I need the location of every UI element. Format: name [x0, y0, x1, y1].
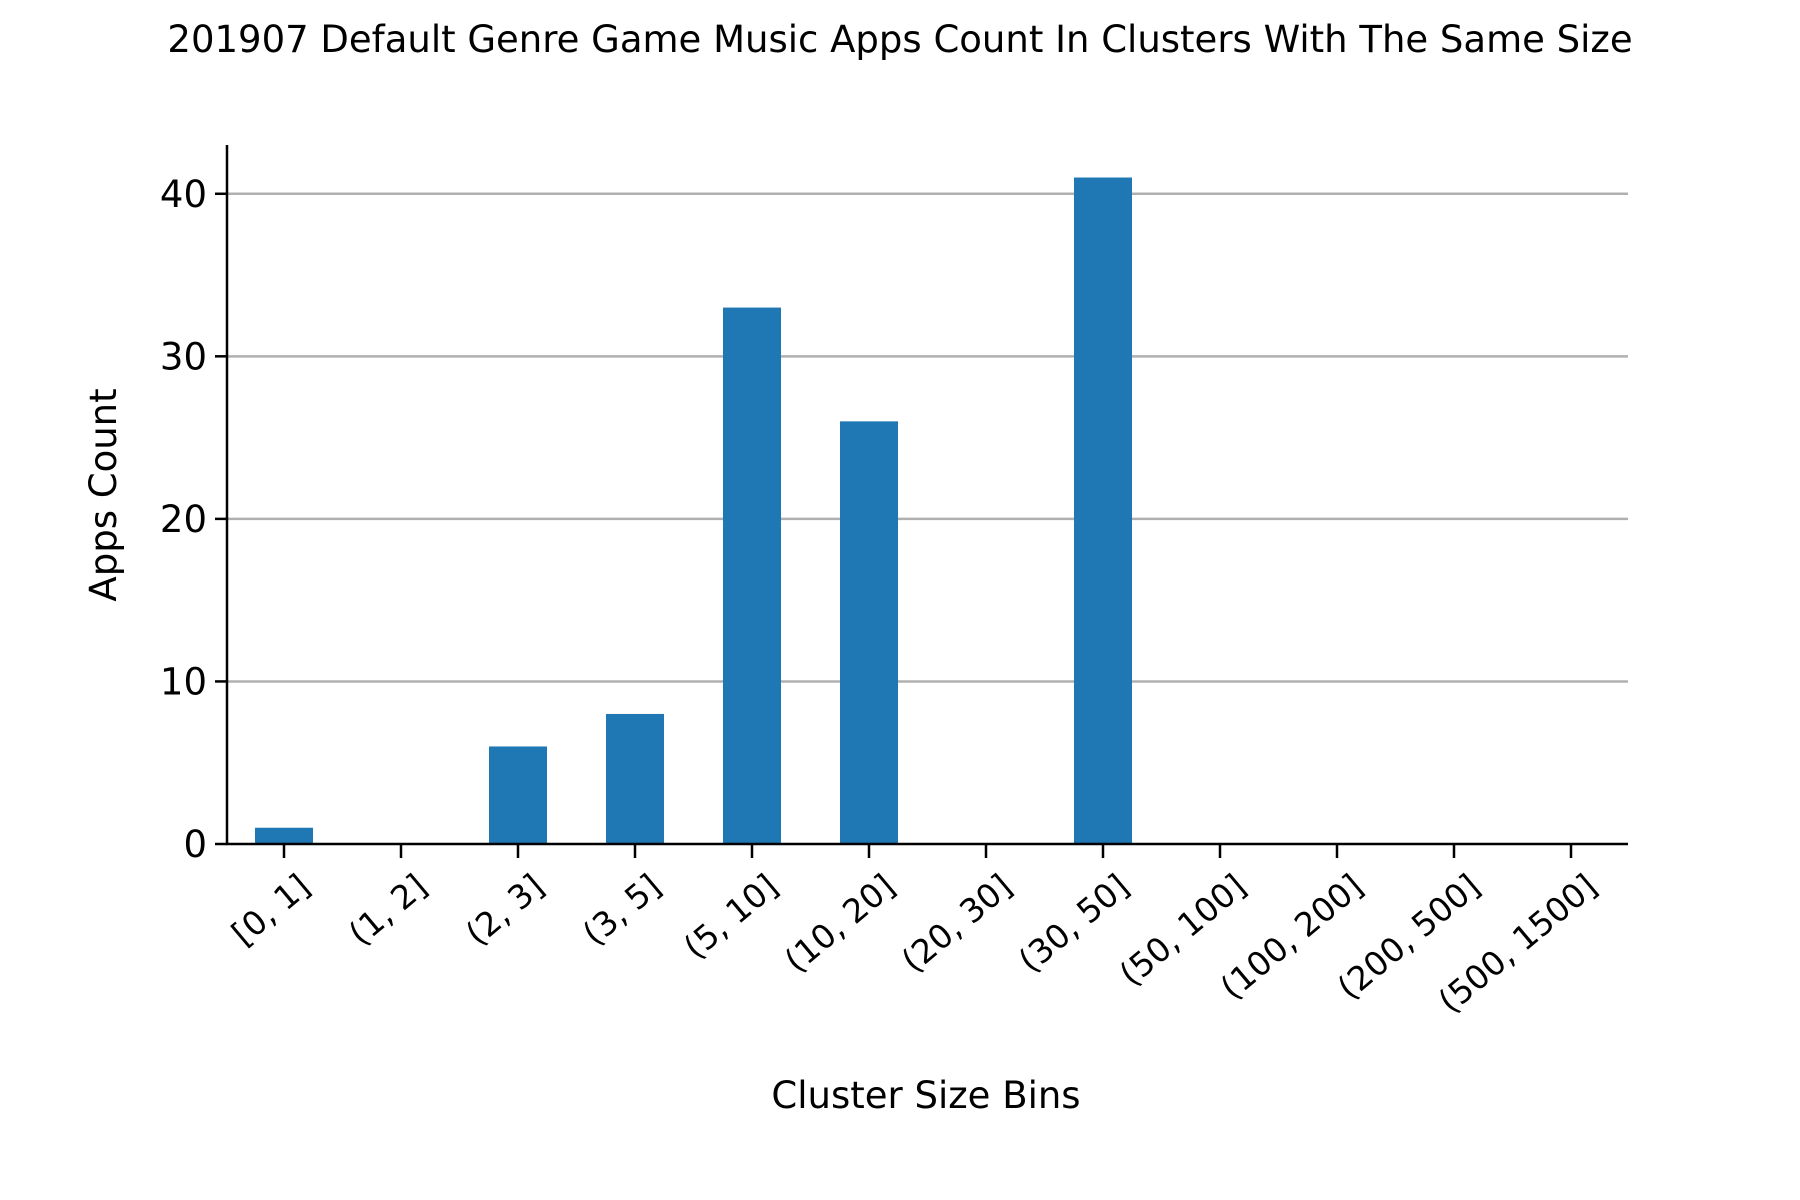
bar [255, 827, 313, 844]
x-axis-label: Cluster Size Bins [771, 1074, 1080, 1117]
y-tick-label: 10 [160, 660, 207, 703]
bar [606, 713, 664, 844]
y-tick-label: 0 [183, 823, 207, 866]
x-tick-label: (10, 20] [777, 866, 902, 980]
x-tick-label: (2, 3] [458, 866, 551, 953]
x-tick-label: [0, 1] [224, 866, 317, 953]
y-ticks: 0 10 20 30 40 [160, 173, 227, 866]
bar [723, 307, 781, 845]
x-tick-label: (20, 30] [894, 866, 1019, 980]
axes [225, 145, 1628, 846]
x-tick-label: (3, 5] [575, 866, 668, 953]
bars [255, 177, 1132, 845]
bar [489, 746, 547, 844]
chart-title: 201907 Default Genre Game Music Apps Cou… [167, 18, 1632, 61]
bar [840, 421, 898, 844]
y-tick-label: 20 [160, 498, 207, 541]
bar [1074, 177, 1132, 845]
y-axis-label: Apps Count [82, 388, 125, 601]
x-tick-label: (5, 10] [676, 866, 785, 966]
y-tick-label: 40 [160, 173, 207, 216]
y-tick-label: 30 [160, 335, 207, 378]
x-ticks: [0, 1] (1, 2] (2, 3] (3, 5] (5, 10](10, 20](… [224, 844, 1604, 1021]
x-tick-label: (1, 2] [341, 866, 434, 953]
gridlines [227, 192, 1628, 683]
